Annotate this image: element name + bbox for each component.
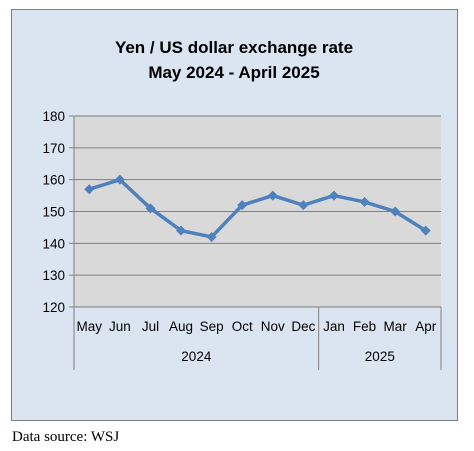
data-point-marker (145, 203, 156, 214)
series-line (88, 177, 427, 239)
data-point-marker (84, 184, 95, 195)
line-chart: Yen / US dollar exchange rate May 2024 -… (42, 38, 442, 370)
data-point-marker (359, 196, 370, 207)
data-point-marker (237, 200, 248, 211)
y-tick-label: 140 (42, 236, 65, 251)
year-group-label: 2024 (181, 349, 212, 364)
y-tick-label: 150 (42, 205, 65, 220)
y-tick-label: 180 (42, 109, 65, 124)
data-point-marker (328, 190, 339, 201)
data-point-marker (298, 200, 309, 211)
x-tick-label: Mar (384, 319, 408, 334)
chart-frame: Yen / US dollar exchange rate May 2024 -… (11, 9, 458, 421)
y-tick-label: 170 (42, 141, 65, 156)
data-point-marker (390, 206, 401, 217)
data-point-marker (267, 190, 278, 201)
data-point-marker (176, 225, 187, 236)
year-group-label: 2025 (365, 349, 395, 364)
x-tick-label: Apr (415, 319, 437, 334)
x-tick-label: May (77, 319, 103, 334)
x-tick-label: Nov (261, 319, 285, 334)
data-point-marker (420, 225, 431, 236)
chart-subtitle: May 2024 - April 2025 (148, 63, 319, 82)
data-point-marker (206, 231, 217, 242)
plot-area: 120 130 140 150 160 170 180 May Jun Jul Aug Sep Oct N… (42, 109, 442, 370)
x-tick-label: Dec (291, 319, 315, 334)
y-tick-label: 120 (42, 300, 65, 315)
x-tick-label: Jul (142, 319, 159, 334)
data-point-marker (114, 174, 125, 185)
chart-title: Yen / US dollar exchange rate (115, 38, 353, 57)
x-tick-label: Feb (353, 319, 376, 334)
x-tick-label: Aug (169, 319, 193, 334)
x-tick-label: Jun (109, 319, 131, 334)
x-tick-label: Jan (323, 319, 345, 334)
x-tick-label: Oct (232, 319, 253, 334)
x-tick-label: Sep (200, 319, 224, 334)
data-source-note: Data source: WSJ (12, 429, 120, 445)
y-tick-label: 160 (42, 173, 65, 188)
y-tick-label: 130 (42, 268, 65, 283)
